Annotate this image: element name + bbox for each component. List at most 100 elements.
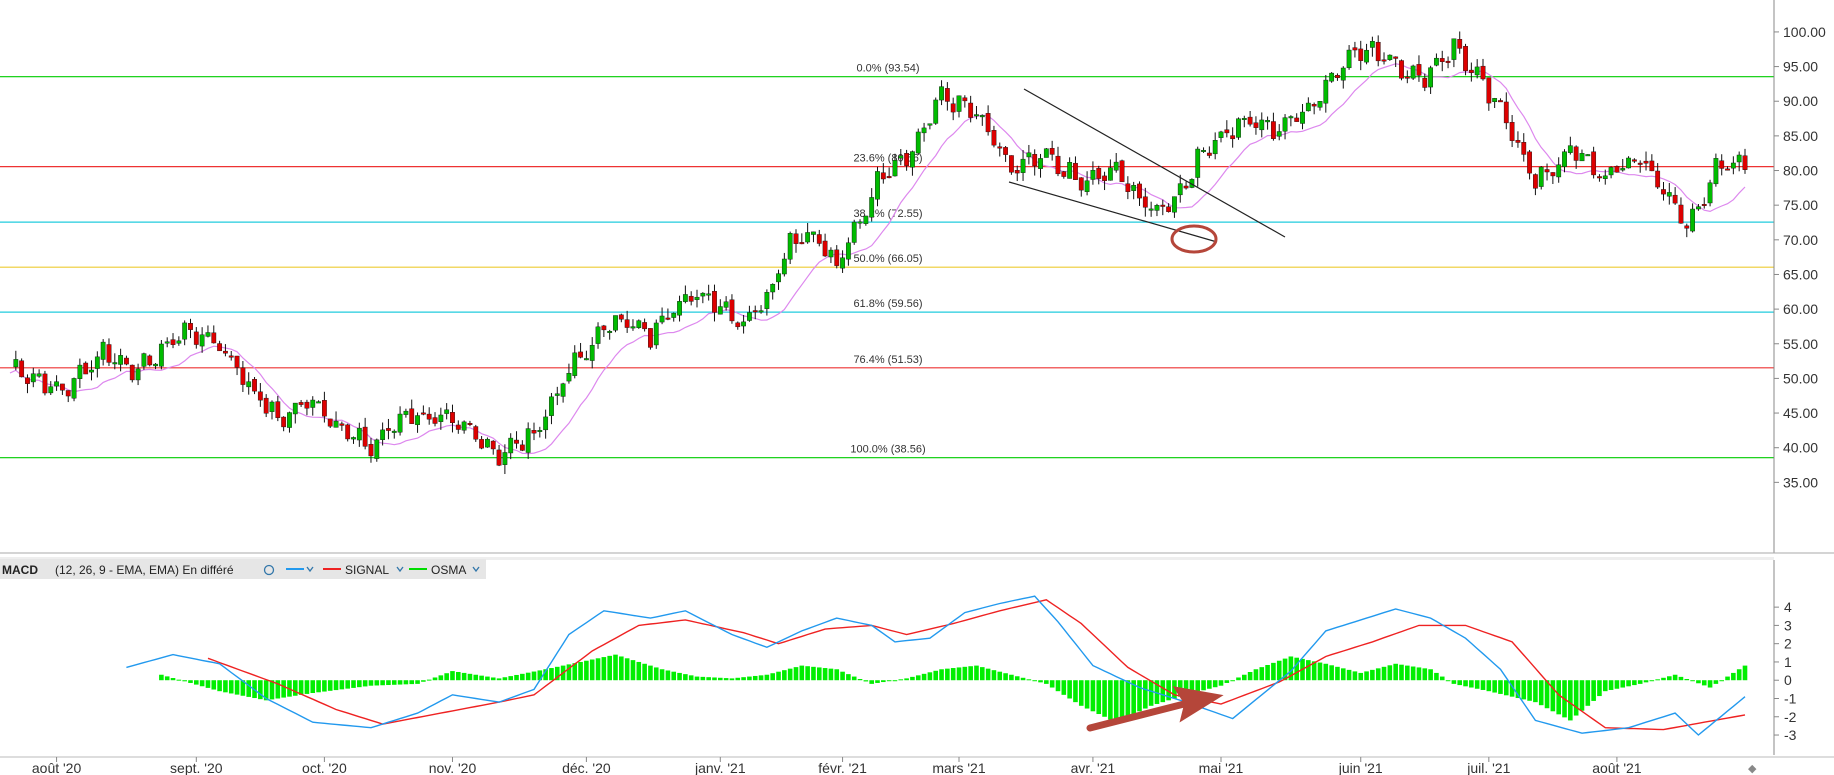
- chevron-down-icon[interactable]: [396, 566, 404, 573]
- panel-splitter[interactable]: [0, 557, 1774, 560]
- candle-down: [409, 408, 415, 424]
- osma-bar: [1282, 658, 1288, 681]
- chevron-down-icon[interactable]: [306, 566, 314, 573]
- chevron-down-icon[interactable]: [472, 566, 480, 573]
- osma-bar: [554, 666, 560, 681]
- candle-up: [1387, 54, 1393, 60]
- osma-bar: [997, 671, 1003, 681]
- candle-down: [1206, 152, 1212, 156]
- osma-bar: [1311, 661, 1317, 681]
- candle-up: [776, 273, 781, 283]
- osma-bar: [1375, 668, 1381, 681]
- macd-tick-label: 3: [1784, 617, 1792, 633]
- candle-down: [1049, 148, 1055, 155]
- candle-down: [1672, 194, 1678, 204]
- candle-down: [1701, 204, 1707, 206]
- osma-bar: [304, 680, 310, 694]
- candle-down: [240, 367, 246, 385]
- osma-bar: [723, 678, 729, 681]
- candle-up: [805, 232, 811, 243]
- osma-bar: [718, 677, 723, 681]
- candle-up: [927, 123, 933, 126]
- candle-up: [461, 421, 467, 431]
- osma-bar: [188, 680, 193, 683]
- candle-up: [1172, 196, 1177, 213]
- scroll-right-icon[interactable]: ◆: [1748, 763, 1757, 775]
- osma-bar: [159, 674, 164, 681]
- candle-up: [1451, 38, 1457, 60]
- settings-icon[interactable]: [263, 564, 275, 576]
- candle-down: [985, 113, 991, 133]
- osma-bar: [339, 680, 345, 690]
- candle-up: [875, 171, 880, 200]
- candle-down: [1533, 174, 1538, 189]
- candle-down: [1375, 41, 1381, 62]
- candle-up: [199, 334, 205, 347]
- osma-bar: [1637, 680, 1643, 684]
- candle-up: [741, 321, 746, 327]
- osma-bar: [851, 676, 857, 681]
- osma-bar: [170, 678, 176, 681]
- osma-bar: [176, 679, 182, 681]
- candle-up: [694, 296, 700, 300]
- osma-bar: [1492, 680, 1497, 693]
- osma-bar: [1736, 669, 1742, 681]
- candle-down: [1643, 160, 1649, 164]
- osma-bar: [1195, 680, 1201, 692]
- osma-bar: [898, 679, 904, 681]
- osma-bar: [1591, 680, 1596, 701]
- candle-down: [1631, 159, 1637, 162]
- osma-bar: [881, 680, 886, 683]
- candle-down: [1061, 171, 1067, 177]
- osma-bar: [298, 680, 304, 695]
- osma-bar: [933, 670, 939, 681]
- osma-bar: [456, 672, 461, 681]
- candle-down: [1003, 147, 1008, 155]
- candle-up: [636, 320, 642, 328]
- osma-bar: [205, 680, 211, 688]
- candle-up: [1323, 79, 1329, 104]
- osma-bar: [671, 671, 677, 681]
- candle-up: [1038, 158, 1043, 169]
- osma-bar: [194, 680, 199, 685]
- candle-down: [1457, 39, 1463, 49]
- osma-bar: [164, 676, 170, 681]
- candle-up: [135, 368, 141, 381]
- candle-up: [1020, 158, 1026, 173]
- osma-bar: [426, 679, 432, 681]
- osma-bar: [1143, 680, 1148, 709]
- candle-up: [1329, 72, 1335, 82]
- candle-up: [205, 332, 211, 337]
- candle-up: [892, 160, 898, 177]
- price-axis: 100.00 95.00 90.00 85.00 80.00 75.00 70.00 65.0…: [1774, 24, 1826, 490]
- candle-up: [956, 95, 962, 112]
- osma-bar: [1568, 680, 1573, 721]
- candle-down: [1498, 100, 1503, 103]
- osma-bar: [1608, 680, 1614, 690]
- candle-up: [1562, 151, 1567, 167]
- macd-legend[interactable]: MACD (12, 26, 9 - EMA, EMA) En différé S…: [0, 559, 486, 579]
- price-tick-label: 90.00: [1783, 93, 1818, 109]
- osma-bar: [1207, 680, 1212, 689]
- osma-bar: [1230, 680, 1235, 682]
- candle-up: [583, 358, 589, 361]
- candle-up: [1090, 169, 1096, 180]
- candle-down: [531, 430, 537, 434]
- lower-trendline: [1008, 181, 1218, 243]
- osma-bar: [549, 668, 554, 681]
- price-tick-label: 85.00: [1783, 128, 1818, 144]
- candle-down: [1119, 160, 1125, 183]
- price-panel: 0.0% (93.54)23.6% (80.56)38.2% (72.55)50…: [0, 0, 1826, 553]
- osma-bar: [246, 680, 252, 697]
- candle-up: [607, 331, 613, 333]
- candle-down: [1591, 151, 1597, 176]
- osma-bar: [1416, 667, 1422, 681]
- candle-up: [1579, 153, 1585, 162]
- candle-up: [1602, 175, 1608, 179]
- candle-up: [1195, 148, 1201, 178]
- osma-bar: [508, 676, 514, 681]
- candle-up: [1236, 118, 1241, 138]
- candle-up: [1730, 162, 1736, 169]
